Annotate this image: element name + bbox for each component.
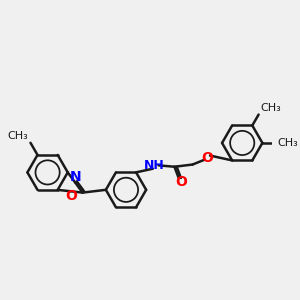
Text: O: O <box>201 152 213 165</box>
Text: CH₃: CH₃ <box>260 103 281 113</box>
Text: O: O <box>176 175 188 189</box>
Text: CH₃: CH₃ <box>277 138 298 148</box>
Text: O: O <box>65 189 76 203</box>
Text: N: N <box>70 170 82 184</box>
Text: NH: NH <box>144 159 165 172</box>
Text: CH₃: CH₃ <box>8 131 28 141</box>
